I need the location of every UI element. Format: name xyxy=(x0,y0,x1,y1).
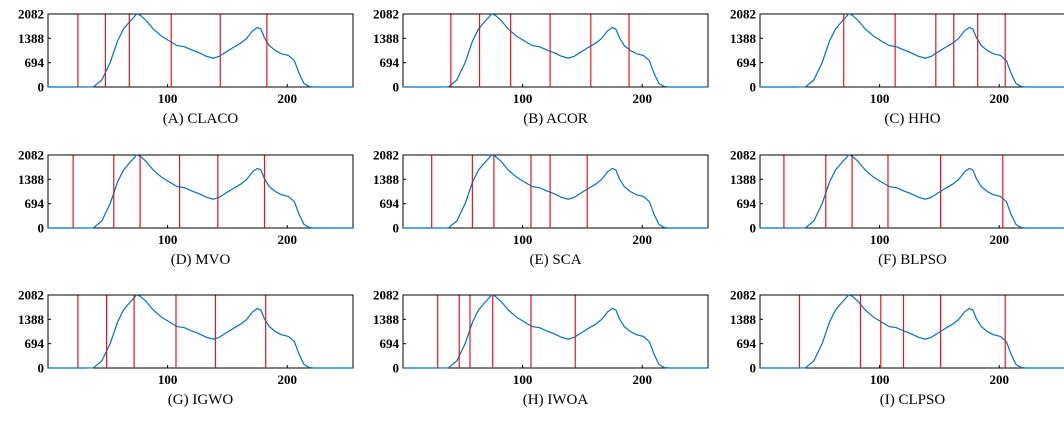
x-tick-label: 200 xyxy=(989,232,1009,247)
x-tick-label: 200 xyxy=(989,372,1009,387)
y-tick-label: 694 xyxy=(25,55,45,70)
subplot-caption: (G) IGWO xyxy=(168,392,234,408)
x-tick-label: 100 xyxy=(870,232,890,247)
y-tick-label: 2082 xyxy=(18,7,44,22)
plot-frame xyxy=(759,154,1064,229)
histogram-line xyxy=(760,13,1064,88)
y-tick-label: 694 xyxy=(380,336,400,351)
y-tick-label: 694 xyxy=(25,336,45,351)
plot-frame xyxy=(47,294,354,369)
x-tick-label: 200 xyxy=(632,91,652,106)
y-tick-label: 1388 xyxy=(373,31,400,46)
y-tick-label: 694 xyxy=(737,336,757,351)
x-tick-label: 200 xyxy=(277,232,297,247)
y-tick-label: 1388 xyxy=(730,312,757,327)
y-tick-label: 0 xyxy=(750,361,757,376)
subplot: 0 694 1388 2082 100 200 (E) SCA xyxy=(373,148,709,268)
y-tick-label: 0 xyxy=(38,361,45,376)
y-tick-label: 1388 xyxy=(18,31,45,46)
x-tick-label: 200 xyxy=(632,232,652,247)
subplot-caption: (H) IWOA xyxy=(523,392,589,408)
histogram-line xyxy=(760,154,1064,229)
subplot-caption: (B) ACOR xyxy=(523,111,588,127)
plot-frame xyxy=(759,13,1064,88)
subplot: 0 694 1388 2082 100 200 (I) CLPSO xyxy=(730,288,1064,408)
y-tick-label: 2082 xyxy=(18,148,44,163)
y-tick-label: 694 xyxy=(380,55,400,70)
y-tick-label: 694 xyxy=(737,196,757,211)
x-tick-label: 200 xyxy=(989,91,1009,106)
subplot-caption: (D) MVO xyxy=(171,252,231,268)
y-tick-label: 2082 xyxy=(373,7,399,22)
histogram-line xyxy=(403,294,708,369)
histogram-line xyxy=(48,154,353,229)
x-tick-label: 100 xyxy=(513,372,533,387)
y-tick-label: 0 xyxy=(393,221,400,236)
x-tick-label: 200 xyxy=(277,91,297,106)
y-tick-label: 0 xyxy=(750,80,757,95)
histogram-line xyxy=(760,294,1064,369)
y-tick-label: 2082 xyxy=(18,288,44,303)
y-tick-label: 2082 xyxy=(373,288,399,303)
x-tick-label: 100 xyxy=(870,91,890,106)
y-tick-label: 1388 xyxy=(730,172,757,187)
x-tick-label: 100 xyxy=(158,232,178,247)
subplot-caption: (C) HHO xyxy=(884,111,940,127)
x-tick-label: 100 xyxy=(513,91,533,106)
subplot: 0 694 1388 2082 100 200 (H) IWOA xyxy=(373,288,709,408)
subplot: 0 694 1388 2082 100 200 (F) BLPSO xyxy=(730,148,1064,268)
y-tick-label: 0 xyxy=(38,221,45,236)
y-tick-label: 1388 xyxy=(18,312,45,327)
plot-frame xyxy=(402,294,709,369)
y-tick-label: 0 xyxy=(750,221,757,236)
y-tick-label: 2082 xyxy=(373,148,399,163)
histogram-line xyxy=(403,13,708,88)
histogram-line xyxy=(48,13,353,88)
y-tick-label: 1388 xyxy=(18,172,45,187)
y-tick-label: 2082 xyxy=(730,148,756,163)
plot-frame xyxy=(759,294,1064,369)
histogram-line xyxy=(403,154,708,229)
y-tick-label: 694 xyxy=(737,55,757,70)
subplot-caption: (F) BLPSO xyxy=(878,252,947,268)
plot-frame xyxy=(47,13,354,88)
y-tick-label: 1388 xyxy=(373,312,400,327)
x-tick-label: 200 xyxy=(632,372,652,387)
x-tick-label: 200 xyxy=(277,372,297,387)
x-tick-label: 100 xyxy=(158,372,178,387)
histogram-line xyxy=(48,294,353,369)
subplot: 0 694 1388 2082 100 200 (D) MVO xyxy=(18,148,354,268)
y-tick-label: 0 xyxy=(393,80,400,95)
x-tick-label: 100 xyxy=(158,91,178,106)
subplot: 0 694 1388 2082 100 200 (A) CLACO xyxy=(18,7,354,127)
y-tick-label: 0 xyxy=(38,80,45,95)
subplot-caption: (A) CLACO xyxy=(163,111,239,127)
subplot-caption: (I) CLPSO xyxy=(880,392,946,408)
y-tick-label: 2082 xyxy=(730,288,756,303)
x-tick-label: 100 xyxy=(870,372,890,387)
plot-frame xyxy=(402,154,709,229)
y-tick-label: 2082 xyxy=(730,7,756,22)
subplot: 0 694 1388 2082 100 200 (C) HHO xyxy=(730,7,1064,127)
x-tick-label: 100 xyxy=(513,232,533,247)
subplot: 0 694 1388 2082 100 200 (B) ACOR xyxy=(373,7,709,127)
plot-frame xyxy=(47,154,354,229)
y-tick-label: 694 xyxy=(380,196,400,211)
y-tick-label: 1388 xyxy=(373,172,400,187)
subplot-caption: (E) SCA xyxy=(529,252,581,268)
y-tick-label: 1388 xyxy=(730,31,757,46)
y-tick-label: 0 xyxy=(393,361,400,376)
y-tick-label: 694 xyxy=(25,196,45,211)
subplot: 0 694 1388 2082 100 200 (G) IGWO xyxy=(18,288,354,408)
plot-frame xyxy=(402,13,709,88)
